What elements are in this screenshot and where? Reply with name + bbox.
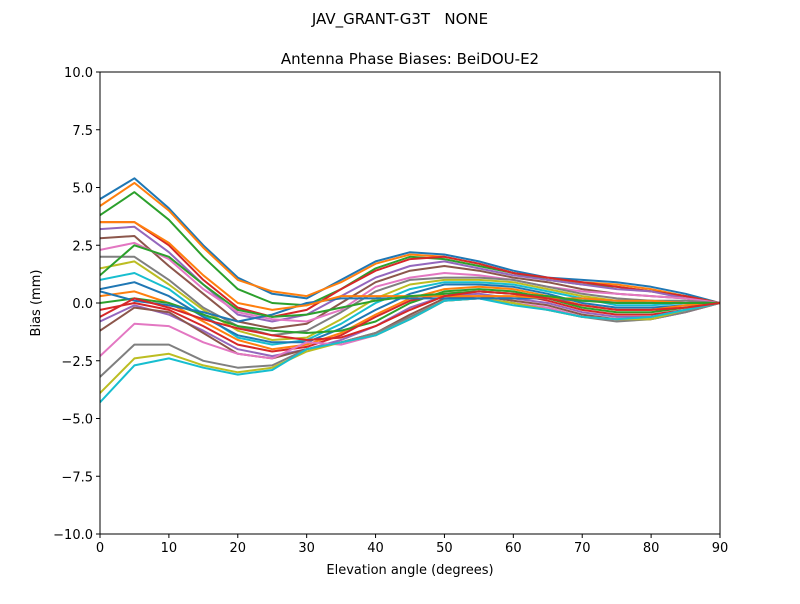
x-tick-label: 70: [574, 541, 591, 556]
series-lines: [100, 177, 720, 403]
series-line-11: [100, 281, 720, 344]
x-axis-label: Elevation angle (degrees): [326, 563, 493, 578]
series-line-13: [100, 288, 720, 334]
x-tick-label: 80: [643, 541, 660, 556]
series-line-7: [100, 241, 720, 323]
series-line-24: [100, 290, 720, 341]
series-line-15: [100, 292, 720, 358]
y-axis: −10.0 −7.5 −5.0 −2.5 0.0 2.5 5.0 7.5 10.0: [53, 66, 100, 543]
y-tick-label: 0.0: [72, 297, 93, 312]
x-tick-label: 60: [505, 541, 522, 556]
series-line-4: [100, 221, 720, 318]
x-tick-label: 40: [367, 541, 384, 556]
x-axis: 0 10 20 30 40 50 60 70 80 90: [96, 534, 728, 556]
series-line-8: [100, 255, 720, 337]
figure-suptitle: JAV_GRANT-G3T NONE: [311, 10, 488, 29]
y-axis-label: Bias (mm): [29, 270, 44, 337]
x-tick-label: 30: [298, 541, 315, 556]
x-tick-label: 10: [161, 541, 178, 556]
y-tick-label: −10.0: [53, 528, 93, 543]
x-tick-label: 90: [712, 541, 729, 556]
series-line-1: [100, 177, 720, 304]
y-tick-label: 5.0: [72, 182, 93, 197]
y-tick-label: 2.5: [72, 239, 93, 254]
y-tick-label: −2.5: [61, 355, 93, 370]
y-tick-label: 7.5: [72, 124, 93, 139]
x-tick-label: 0: [96, 541, 104, 556]
x-tick-label: 20: [230, 541, 247, 556]
x-tick-label: 50: [436, 541, 453, 556]
series-line-18: [100, 297, 720, 378]
y-tick-label: −5.0: [61, 413, 93, 428]
series-line-23: [100, 244, 720, 318]
y-tick-label: 10.0: [64, 66, 93, 81]
chart-title: Antenna Phase Biases: BeiDOU-E2: [281, 50, 539, 68]
y-tick-label: −7.5: [61, 470, 93, 485]
series-line-14: [100, 290, 720, 353]
series-line-2: [100, 181, 720, 304]
series-line-20: [100, 297, 720, 403]
